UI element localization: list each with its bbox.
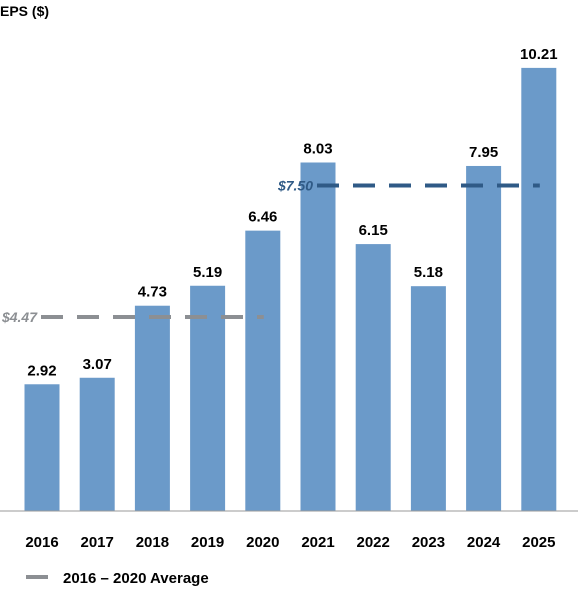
x-tick-labels-group: 2016 2017 2018 2019 2020 2021 2022 2023 2024 2025 [25,534,555,551]
x-tick-2024: 2024 [467,534,501,551]
average-label-7-50: $7.50 [277,178,313,194]
x-tick-2018: 2018 [136,534,169,551]
average-label-4-47: $4.47 [1,309,38,325]
bars-group [24,67,557,512]
bar-2020 [245,230,281,512]
bar-2023 [410,286,446,511]
value-label-2025: 10.21 [520,46,558,63]
x-tick-2017: 2017 [81,534,114,551]
bar-2022 [355,244,391,511]
x-tick-2022: 2022 [357,534,390,551]
value-label-2016: 2.92 [27,362,56,379]
value-label-2022: 6.15 [359,222,388,239]
value-label-2017: 3.07 [83,356,112,373]
bar-2021 [300,162,336,512]
x-tick-2016: 2016 [25,534,58,551]
bar-2024 [466,165,502,511]
bar-2018 [134,305,170,511]
bar-2016 [24,384,60,511]
bar-2025 [521,67,557,512]
legend-label: 2016 – 2020 Average [63,570,209,587]
value-label-2024: 7.95 [469,144,498,161]
x-tick-2021: 2021 [301,534,334,551]
value-label-2023: 5.18 [414,264,443,281]
x-tick-2023: 2023 [412,534,445,551]
value-label-2019: 5.19 [193,264,222,281]
legend: 2016 – 2020 Average [26,570,209,587]
value-label-2021: 8.03 [303,140,332,157]
value-labels-group: 2.92 3.07 4.73 5.19 6.46 8.03 6.15 5.18 7.95 10.2… [27,46,557,379]
bar-2017 [79,377,115,511]
average-lines-group: $4.47 $7.50 [1,178,540,325]
y-axis-label: EPS ($) [0,3,49,19]
x-tick-2020: 2020 [246,534,279,551]
value-label-2018: 4.73 [138,284,167,301]
x-tick-2025: 2025 [522,534,555,551]
value-label-2020: 6.46 [248,209,277,226]
x-tick-2019: 2019 [191,534,224,551]
bar-2019 [190,285,226,511]
